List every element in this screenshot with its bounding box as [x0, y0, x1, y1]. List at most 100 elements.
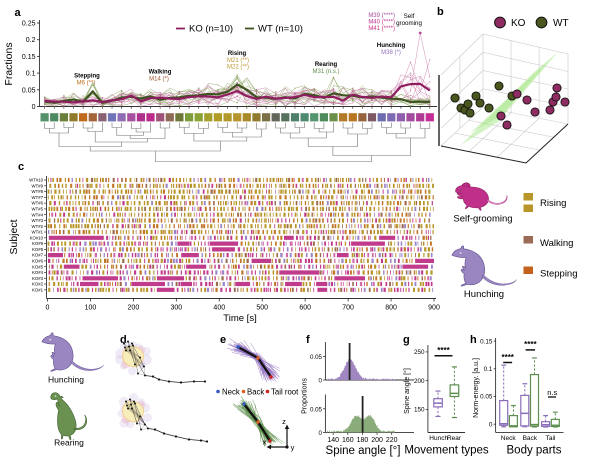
- svg-text:Spine angle [°]: Spine angle [°]: [403, 368, 411, 414]
- svg-text:160: 160: [342, 437, 354, 444]
- svg-text:Neck: Neck: [222, 388, 240, 397]
- svg-text:M40 (****): M40 (****): [368, 20, 395, 26]
- svg-text:Norm-energy. [a.u.]: Norm-energy. [a.u.]: [473, 358, 480, 418]
- svg-text:WT#9: WT#9: [32, 183, 44, 188]
- svg-text:0.1: 0.1: [484, 366, 493, 373]
- svg-text:M22 (**): M22 (**): [227, 65, 249, 71]
- svg-text:Time [s]: Time [s]: [223, 313, 256, 324]
- svg-text:M41 (****): M41 (****): [368, 26, 395, 32]
- svg-text:Self: Self: [404, 13, 415, 20]
- svg-text:g: g: [403, 334, 410, 346]
- svg-text:M6 (**): M6 (**): [77, 81, 96, 87]
- svg-text:Tail root: Tail root: [271, 388, 299, 397]
- svg-text:0.2: 0.2: [26, 37, 36, 44]
- svg-text:200: 200: [371, 437, 383, 444]
- svg-text:0.05: 0.05: [22, 87, 36, 94]
- svg-text:n.s: n.s: [547, 388, 557, 397]
- svg-text:250: 250: [414, 349, 425, 356]
- svg-text:x: x: [263, 438, 267, 447]
- svg-text:b: b: [437, 6, 444, 18]
- svg-text:y: y: [291, 443, 295, 452]
- svg-text:h: h: [470, 334, 477, 346]
- svg-text:Fractions: Fractions: [3, 42, 15, 85]
- svg-text:f: f: [306, 334, 310, 346]
- svg-text:WT#10: WT#10: [29, 178, 43, 183]
- svg-text:a: a: [15, 7, 22, 19]
- svg-text:KO#7: KO#7: [32, 253, 44, 258]
- svg-text:Body parts: Body parts: [507, 445, 562, 457]
- svg-text:0.15: 0.15: [480, 338, 493, 345]
- svg-text:Back: Back: [247, 388, 264, 397]
- svg-text:WT#4: WT#4: [32, 212, 44, 217]
- svg-text:0: 0: [489, 421, 493, 428]
- svg-text:M14 (*): M14 (*): [149, 77, 169, 83]
- svg-text:KO#6: KO#6: [32, 259, 44, 264]
- svg-text:KO#3: KO#3: [32, 276, 44, 281]
- svg-text:KO#10: KO#10: [30, 235, 44, 240]
- svg-text:0.1: 0.1: [26, 71, 36, 78]
- svg-text:0.05: 0.05: [480, 394, 493, 401]
- svg-text:M31 (n.s.): M31 (n.s.): [312, 69, 339, 75]
- svg-text:KO#4: KO#4: [32, 270, 44, 275]
- svg-text:M39 (****): M39 (****): [368, 13, 395, 19]
- svg-text:z: z: [282, 417, 286, 426]
- svg-text:WT: WT: [553, 18, 569, 29]
- svg-text:WT#6: WT#6: [32, 201, 44, 206]
- svg-text:e: e: [220, 334, 226, 346]
- svg-text:600: 600: [299, 305, 311, 312]
- svg-text:WT (n=10): WT (n=10): [258, 24, 303, 35]
- svg-text:WT#5: WT#5: [32, 207, 44, 212]
- svg-text:Hunching: Hunching: [464, 289, 504, 300]
- svg-text:KO (n=10): KO (n=10): [189, 24, 233, 35]
- svg-text:200: 200: [128, 305, 140, 312]
- svg-text:Rising: Rising: [228, 51, 247, 57]
- svg-text:WT#2: WT#2: [32, 224, 44, 229]
- svg-text:Rear: Rear: [447, 435, 462, 442]
- svg-text:Walking: Walking: [540, 238, 573, 249]
- svg-text:KO: KO: [511, 18, 526, 29]
- svg-text:0.05: 0.05: [310, 406, 323, 413]
- svg-text:Tail: Tail: [546, 435, 556, 442]
- svg-text:M21 (**): M21 (**): [227, 58, 249, 64]
- svg-text:Self-grooming: Self-grooming: [453, 214, 512, 225]
- svg-text:0: 0: [319, 430, 323, 437]
- svg-text:****: ****: [524, 340, 537, 349]
- svg-text:KO#8: KO#8: [32, 247, 44, 252]
- svg-text:700: 700: [342, 305, 354, 312]
- svg-text:100: 100: [85, 305, 97, 312]
- svg-text:KO#2: KO#2: [32, 282, 44, 287]
- svg-text:180: 180: [357, 437, 369, 444]
- svg-text:KO#1: KO#1: [32, 287, 44, 292]
- svg-text:300: 300: [170, 305, 182, 312]
- svg-text:Neck: Neck: [501, 435, 517, 442]
- svg-text:140: 140: [327, 437, 339, 444]
- svg-text:M38 (*): M38 (*): [381, 50, 401, 56]
- svg-text:900: 900: [428, 305, 440, 312]
- svg-text:500: 500: [256, 305, 268, 312]
- svg-text:WT#1: WT#1: [32, 230, 44, 235]
- svg-text:c: c: [18, 161, 24, 173]
- svg-text:Proportions: Proportions: [302, 378, 309, 414]
- svg-text:400: 400: [213, 305, 225, 312]
- svg-text:Subject: Subject: [8, 219, 20, 254]
- svg-text:Hunch: Hunch: [429, 435, 448, 442]
- svg-text:Stepping: Stepping: [74, 74, 100, 80]
- svg-text:Spine angle [°]: Spine angle [°]: [326, 445, 401, 457]
- svg-text:Rising: Rising: [540, 198, 566, 209]
- svg-text:****: ****: [437, 346, 450, 355]
- svg-text:Rearing: Rearing: [54, 438, 84, 448]
- svg-text:grooming: grooming: [396, 20, 422, 27]
- svg-text:Stepping: Stepping: [540, 269, 578, 280]
- svg-text:150: 150: [414, 407, 425, 414]
- svg-text:0.25: 0.25: [22, 21, 36, 28]
- svg-text:KO#5: KO#5: [32, 264, 44, 269]
- svg-text:200: 200: [414, 378, 425, 385]
- svg-text:****: ****: [501, 353, 514, 362]
- svg-text:0.15: 0.15: [22, 54, 36, 61]
- svg-text:220: 220: [386, 437, 398, 444]
- svg-text:d: d: [120, 334, 127, 346]
- svg-text:Walking: Walking: [149, 70, 172, 76]
- svg-text:KO#9: KO#9: [32, 241, 44, 246]
- svg-text:Back: Back: [523, 435, 538, 442]
- svg-text:0: 0: [46, 305, 50, 312]
